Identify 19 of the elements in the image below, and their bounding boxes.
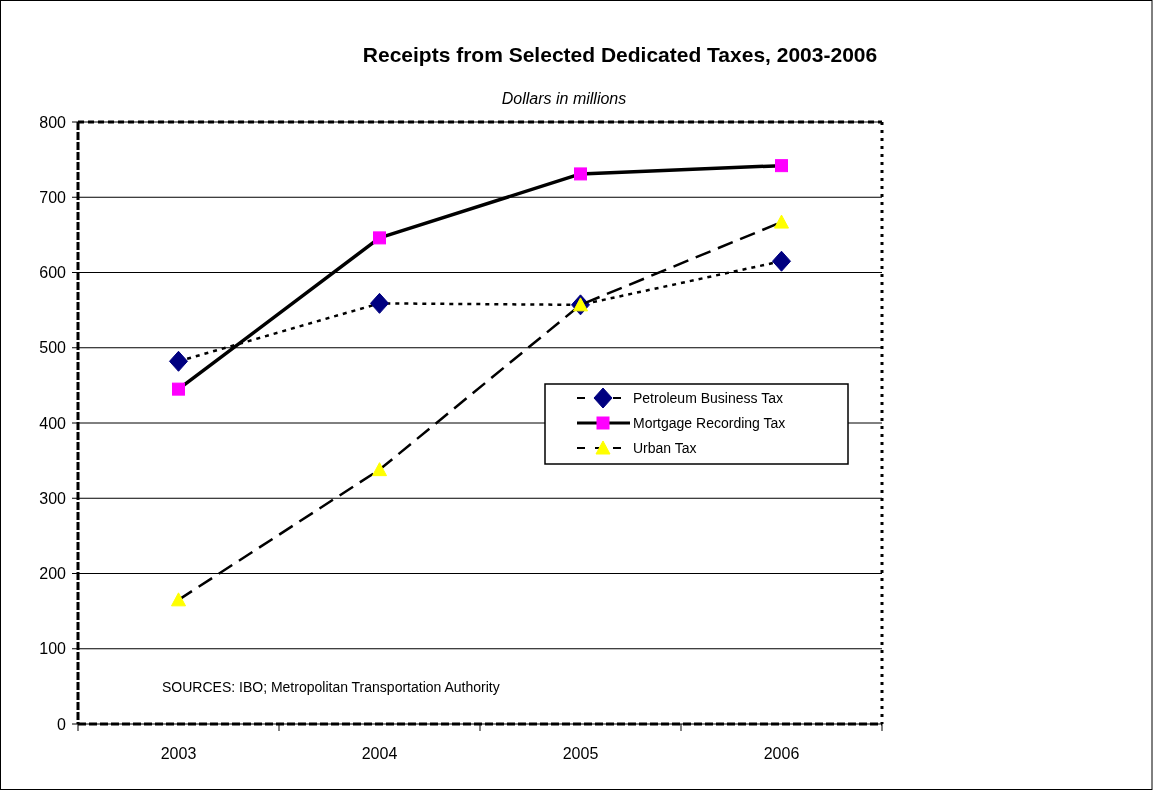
y-tick-label: 400: [39, 414, 67, 432]
x-tick-label: 2005: [562, 745, 599, 762]
y-tick-label: 800: [39, 113, 67, 131]
y-tick-label: 600: [39, 264, 67, 282]
y-tick-label: 300: [39, 489, 67, 507]
y-tick-label: 500: [39, 339, 67, 357]
annotation: SOURCES: IBO; Metropolitan Transportation Authority: [162, 679, 500, 695]
x-tick-label: 2003: [160, 745, 197, 762]
y-tick-label: 100: [39, 640, 67, 658]
y-tick-label: 0: [57, 715, 67, 733]
legend-label: Mortgage Recording Tax: [633, 414, 786, 431]
y-tick-label: 200: [39, 565, 67, 583]
legend-label: Petroleum Business Tax: [633, 389, 783, 406]
y-tick-label: 700: [39, 188, 67, 206]
legend-label: Urban Tax: [633, 439, 697, 456]
x-tick-label: 2006: [763, 745, 800, 762]
x-tick-label: 2004: [361, 745, 398, 762]
chart-title: Receipts from Selected Dedicated Taxes, 2003-2006: [362, 43, 878, 66]
chart-subtitle: Dollars in millions: [501, 90, 627, 107]
